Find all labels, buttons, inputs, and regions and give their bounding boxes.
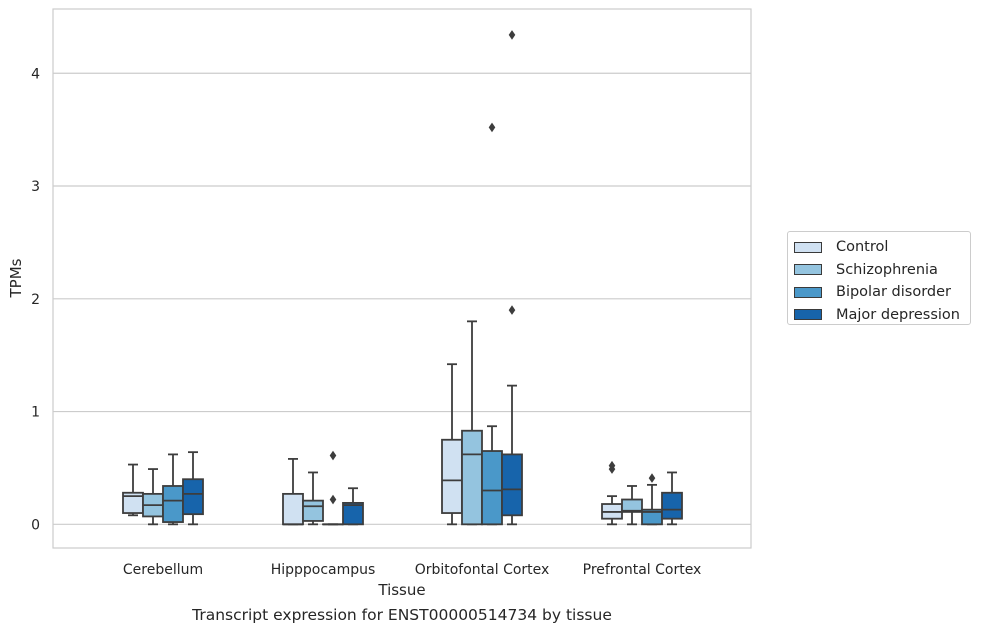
box-iqr xyxy=(481,450,503,526)
legend-label: Bipolar disorder xyxy=(836,284,951,301)
boxes-layer xyxy=(122,30,683,526)
box-bipolar-disorder xyxy=(481,122,503,526)
y-axis-label: TPMs xyxy=(7,258,25,298)
plot-area-frame xyxy=(52,8,752,549)
box-iqr xyxy=(302,499,324,522)
outlier-point xyxy=(488,122,496,133)
y-tick-label: 1 xyxy=(31,405,40,421)
outlier-point xyxy=(648,473,656,483)
y-tick-label: 3 xyxy=(31,179,40,195)
grid-lines xyxy=(53,72,751,525)
x-tick-label: Hipppocampus xyxy=(271,562,376,578)
box-bipolar-disorder xyxy=(162,453,184,526)
box-iqr xyxy=(461,429,483,526)
box-bipolar-disorder xyxy=(641,473,663,526)
x-tick-labels: Cerebellum Hipppocampus Orbitofontal Corte… xyxy=(123,562,701,578)
legend-item: Control xyxy=(794,236,970,259)
box-iqr xyxy=(342,501,364,526)
chart-caption: Transcript expression for ENST0000051473… xyxy=(192,606,612,624)
box-control xyxy=(441,363,463,526)
legend-label: Control xyxy=(836,239,889,256)
box-iqr xyxy=(661,491,683,520)
box-control xyxy=(282,458,304,526)
legend-swatch xyxy=(794,264,822,276)
box-control xyxy=(601,460,623,526)
legend: Control Schizophrenia Bipolar disorder Majo… xyxy=(787,231,971,325)
x-tick-label: Prefrontal Cortex xyxy=(583,562,702,578)
box-bipolar-disorder xyxy=(322,450,344,526)
legend-item: Major depression xyxy=(794,304,970,327)
box-schizophrenia xyxy=(621,485,643,526)
y-tick-label: 2 xyxy=(31,292,40,308)
x-tick-label: Cerebellum xyxy=(123,562,203,578)
box-schizophrenia xyxy=(461,320,483,526)
outlier-point xyxy=(608,460,616,471)
box-schizophrenia xyxy=(302,471,324,526)
legend-item: Schizophrenia xyxy=(794,259,970,282)
legend-swatch xyxy=(794,309,822,321)
y-tick-label: 0 xyxy=(31,517,40,533)
box-major-depression xyxy=(661,471,683,526)
box-control xyxy=(122,463,144,517)
legend-swatch xyxy=(794,286,822,298)
outlier-point xyxy=(329,494,337,505)
box-schizophrenia xyxy=(142,468,164,526)
outlier-point xyxy=(329,450,337,461)
outlier-point xyxy=(508,30,516,40)
x-tick-label: Orbitofontal Cortex xyxy=(415,562,550,578)
x-axis-label: Tissue xyxy=(377,581,425,599)
box-iqr xyxy=(441,438,463,514)
legend-label: Schizophrenia xyxy=(836,261,938,278)
y-tick-label: 4 xyxy=(31,66,40,82)
box-iqr xyxy=(282,492,304,526)
box-iqr xyxy=(621,498,643,513)
box-iqr xyxy=(162,485,184,523)
y-tick-labels: 0 1 2 3 4 xyxy=(31,66,40,533)
legend-swatch xyxy=(794,241,822,253)
legend-item: Bipolar disorder xyxy=(794,281,970,304)
box-major-depression xyxy=(342,487,364,526)
box-major-depression xyxy=(182,451,204,526)
box-major-depression xyxy=(501,30,523,526)
box-iqr xyxy=(501,453,523,517)
box-iqr xyxy=(182,478,204,516)
outlier-point xyxy=(508,305,516,315)
legend-label: Major depression xyxy=(836,306,960,323)
